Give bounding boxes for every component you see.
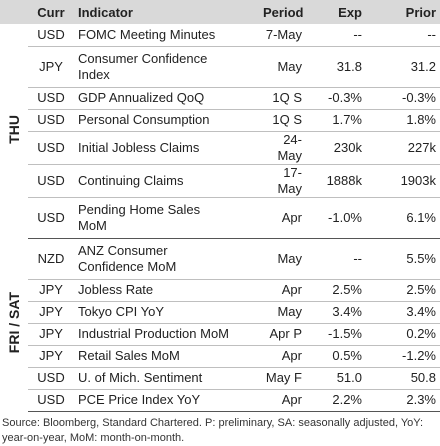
table-cell: 227k xyxy=(366,131,440,165)
table-row: JPY Industrial Production MoM Apr P -1.5% 0.… xyxy=(0,323,440,346)
table-cell: 2.5% xyxy=(306,279,366,302)
table-cell: 50.8 xyxy=(366,367,440,390)
table-cell: 1Q S xyxy=(259,87,306,110)
table-row: USD Pending Home Sales MoM Apr -1.0% 6.1% xyxy=(0,197,440,239)
table-cell: 0.5% xyxy=(306,345,366,368)
table-cell: 2.2% xyxy=(306,389,366,412)
table-cell: Industrial Production MoM xyxy=(74,323,259,346)
table-cell: JPY xyxy=(28,46,74,88)
table-cell: 3.4% xyxy=(366,301,440,324)
table-cell: JPY xyxy=(28,323,74,346)
table-cell: Initial Jobless Claims xyxy=(74,131,259,165)
table-cell: 24-May xyxy=(259,131,306,165)
table-cell: ANZ Consumer Confidence MoM xyxy=(74,238,259,280)
table-cell: Continuing Claims xyxy=(74,164,259,198)
table-cell: 1.8% xyxy=(366,109,440,132)
table-row: THU USD FOMC Meeting Minutes 7-May -- -- xyxy=(0,24,440,144)
header-cell: Indicator xyxy=(74,0,259,24)
header-cell: Curr xyxy=(28,0,74,24)
table-cell: 5.5% xyxy=(366,238,440,280)
table-cell: USD xyxy=(28,131,74,165)
table-cell: Pending Home Sales MoM xyxy=(74,197,259,239)
table-cell: USD xyxy=(28,164,74,198)
table-cell: Apr xyxy=(259,197,306,239)
table-cell: Jobless Rate xyxy=(74,279,259,302)
table-row: JPY Jobless Rate Apr 2.5% 2.5% xyxy=(0,279,440,302)
table-cell: Apr P xyxy=(259,323,306,346)
header-cell: Prior xyxy=(366,0,440,24)
table-cell: NZD xyxy=(28,238,74,280)
table-body: THU USD FOMC Meeting Minutes 7-May -- -- JPY Co… xyxy=(0,24,440,412)
table-cell: Apr xyxy=(259,345,306,368)
table-row: USD PCE Price Index YoY Apr 2.2% 2.3% xyxy=(0,389,440,412)
table-cell: Consumer Confidence Index xyxy=(74,46,259,88)
table-cell: -- xyxy=(366,24,440,47)
day-label: FRI / SAT xyxy=(6,292,22,354)
table-cell: USD xyxy=(28,367,74,390)
table-cell: USD xyxy=(28,389,74,412)
table-header: Curr Indicator Period Exp Prior xyxy=(0,0,440,24)
header-cell: Exp xyxy=(306,0,366,24)
table-cell: Personal Consumption xyxy=(74,109,259,132)
table-row: JPY Consumer Confidence Index May 31.8 31.2 xyxy=(0,46,440,88)
day-cell: THU xyxy=(0,24,28,238)
table-cell: 51.0 xyxy=(306,367,366,390)
day-cell: FRI / SAT xyxy=(0,238,28,411)
table-cell: PCE Price Index YoY xyxy=(74,389,259,412)
table-cell: 0.2% xyxy=(366,323,440,346)
table-row: JPY Retail Sales MoM Apr 0.5% -1.2% xyxy=(0,345,440,368)
table-cell: 3.4% xyxy=(306,301,366,324)
table-cell: 1Q S xyxy=(259,109,306,132)
table-cell: -- xyxy=(306,238,366,280)
table-cell: May F xyxy=(259,367,306,390)
table-cell: 31.8 xyxy=(306,46,366,88)
table-cell: GDP Annualized QoQ xyxy=(74,87,259,110)
table-cell: Retail Sales MoM xyxy=(74,345,259,368)
table-row: USD Personal Consumption 1Q S 1.7% 1.8% xyxy=(0,109,440,132)
table-cell: JPY xyxy=(28,345,74,368)
table-cell: 2.5% xyxy=(366,279,440,302)
table-cell: -1.5% xyxy=(306,323,366,346)
table-cell: -- xyxy=(306,24,366,47)
table-cell: USD xyxy=(28,87,74,110)
table-cell: U. of Mich. Sentiment xyxy=(74,367,259,390)
table-cell: -0.3% xyxy=(306,87,366,110)
header-cell: Period xyxy=(259,0,306,24)
table-cell: 7-May xyxy=(259,24,306,47)
table-cell: May xyxy=(259,301,306,324)
table-cell: 1903k xyxy=(366,164,440,198)
table-row: USD Continuing Claims 17-May 1888k 1903k xyxy=(0,164,440,198)
table-cell: USD xyxy=(28,24,74,47)
calendar-table: Curr Indicator Period Exp Prior THU USD FO… xyxy=(0,0,440,412)
table-row: USD U. of Mich. Sentiment May F 51.0 50.8 xyxy=(0,367,440,390)
table-cell: 2.3% xyxy=(366,389,440,412)
day-label: THU xyxy=(6,115,22,144)
table-cell: May xyxy=(259,46,306,88)
table-cell: 1.7% xyxy=(306,109,366,132)
table-cell: May xyxy=(259,238,306,280)
table-cell: Apr xyxy=(259,279,306,302)
table-cell: Apr xyxy=(259,389,306,412)
table-cell: 31.2 xyxy=(366,46,440,88)
table-cell: 17-May xyxy=(259,164,306,198)
table-cell: -0.3% xyxy=(366,87,440,110)
table-cell: 6.1% xyxy=(366,197,440,239)
table-cell: -1.0% xyxy=(306,197,366,239)
table-cell: -1.2% xyxy=(366,345,440,368)
table-cell: Tokyo CPI YoY xyxy=(74,301,259,324)
table-cell: 230k xyxy=(306,131,366,165)
table-row: USD Initial Jobless Claims 24-May 230k 227k xyxy=(0,131,440,165)
table-cell: USD xyxy=(28,109,74,132)
table-cell: JPY xyxy=(28,301,74,324)
header-row: Curr Indicator Period Exp Prior xyxy=(0,0,440,24)
table-row: JPY Tokyo CPI YoY May 3.4% 3.4% xyxy=(0,301,440,324)
table-cell: JPY xyxy=(28,279,74,302)
table-row: USD GDP Annualized QoQ 1Q S -0.3% -0.3% xyxy=(0,87,440,110)
table-row: FRI / SAT NZD ANZ Consumer Confidence MoM M… xyxy=(0,238,440,354)
table-cell: FOMC Meeting Minutes xyxy=(74,24,259,47)
header-blank xyxy=(0,0,28,24)
table-cell: 1888k xyxy=(306,164,366,198)
table-cell: USD xyxy=(28,197,74,239)
